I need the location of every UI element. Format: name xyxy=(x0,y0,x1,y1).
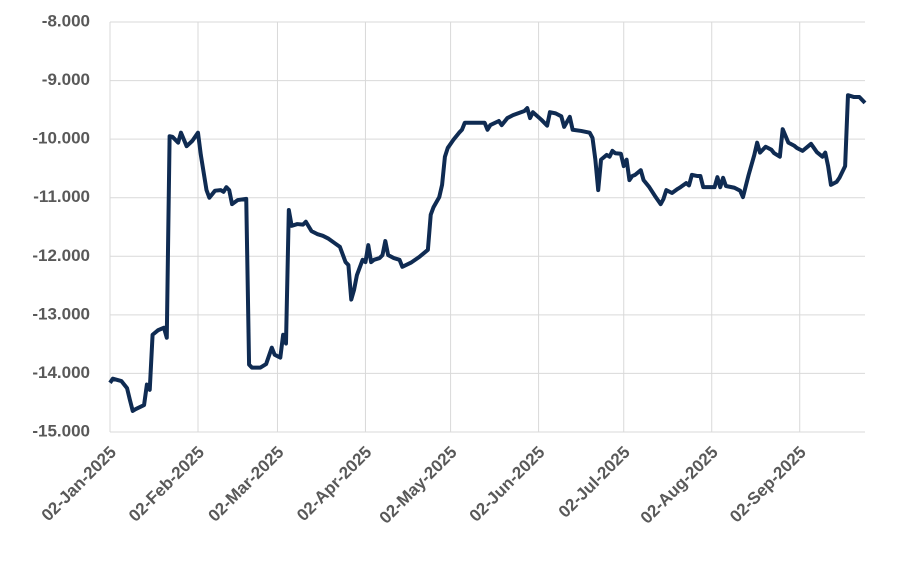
y-tick-label: -13.000 xyxy=(32,304,90,323)
line-series xyxy=(108,93,867,413)
y-tick-label: -9.000 xyxy=(42,70,90,89)
x-tick-label: 02-Jun-2025 xyxy=(466,443,549,526)
y-tick-label: -8.000 xyxy=(42,11,90,30)
x-tick-label: 02-Jul-2025 xyxy=(555,443,634,522)
y-tick-label: -14.000 xyxy=(32,363,90,382)
x-tick-label: 02-Apr-2025 xyxy=(293,443,375,525)
x-tick-label: 02-Feb-2025 xyxy=(125,443,208,526)
x-tick-label: 02-Sep-2025 xyxy=(726,443,810,527)
y-tick-label: -11.000 xyxy=(33,187,90,206)
x-tick-label: 02-Jan-2025 xyxy=(38,443,120,525)
x-tick-label: 02-Aug-2025 xyxy=(637,443,722,528)
y-tick-label: -15.000 xyxy=(32,421,90,440)
x-tick-label: 02-Mar-2025 xyxy=(205,443,288,526)
y-tick-label: -10.000 xyxy=(32,129,90,148)
x-tick-label: 02-May-2025 xyxy=(376,443,461,528)
y-tick-label: -12.000 xyxy=(32,246,90,265)
